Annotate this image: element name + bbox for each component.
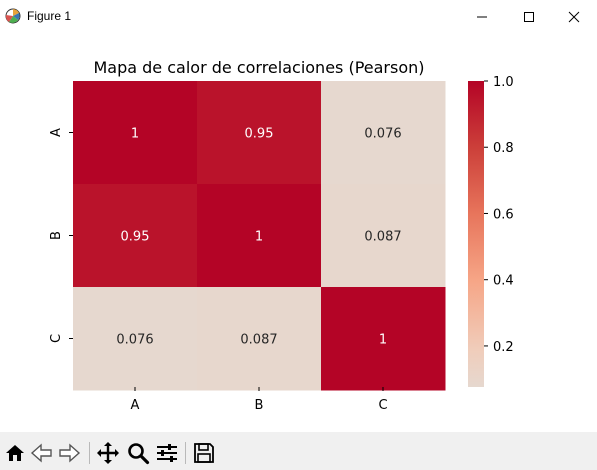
heatmap-cell <box>197 287 322 391</box>
maximize-button[interactable] <box>506 0 552 33</box>
window-title: Figure 1 <box>27 9 72 23</box>
x-tick-label: C <box>378 398 387 413</box>
y-tick-label: A <box>49 128 64 137</box>
configure-subplots-icon <box>157 444 177 462</box>
colorbar-tick-label: 0.2 <box>493 340 514 355</box>
cell-label: 0.95 <box>245 127 274 142</box>
pan-icon <box>97 442 119 464</box>
heatmap-cell <box>321 184 446 288</box>
configure-subplots-button[interactable] <box>154 441 180 465</box>
pan-button[interactable] <box>95 441 121 465</box>
x-tick-label: B <box>255 398 264 413</box>
colorbar-gradient <box>468 81 484 387</box>
zoom-icon <box>128 443 150 465</box>
cell-label: 1 <box>131 127 139 142</box>
save-icon <box>194 443 214 463</box>
forward-button[interactable] <box>56 441 82 465</box>
zoom-button[interactable] <box>125 441 151 465</box>
minimize-button[interactable] <box>459 0 505 33</box>
x-tick-label: A <box>131 398 140 413</box>
minimize-icon <box>477 16 487 17</box>
home-button[interactable] <box>2 441 28 465</box>
colorbar-tick-label: 0.8 <box>493 141 514 156</box>
heatmap-cell <box>321 287 446 391</box>
navigation-toolbar <box>0 432 597 470</box>
heatmap-cell <box>73 81 198 185</box>
save-button[interactable] <box>191 441 217 465</box>
home-icon <box>6 445 24 461</box>
cell-label: 0.087 <box>364 230 401 245</box>
close-icon <box>568 11 580 22</box>
cell-label: 0.076 <box>364 127 401 142</box>
y-tick-label: B <box>49 231 64 240</box>
cell-label: 0.087 <box>240 333 277 348</box>
cell-label: 0.076 <box>116 333 153 348</box>
colorbar-tick-label: 0.4 <box>493 274 514 289</box>
y-tick-label: C <box>49 334 64 343</box>
chart-title: Mapa de calor de correlaciones (Pearson) <box>93 58 424 77</box>
close-button[interactable] <box>551 0 597 33</box>
back-button[interactable] <box>29 441 55 465</box>
forward-icon <box>59 443 81 463</box>
heatmap-cell <box>73 184 198 288</box>
heatmap-axes: A B C A B C <box>49 128 388 413</box>
colorbar: 1.0 0.8 0.6 0.4 0.2 <box>468 75 514 387</box>
heatmap-cell <box>321 81 446 185</box>
window-titlebar: Figure 1 <box>0 0 597 34</box>
matplotlib-icon <box>4 7 22 25</box>
cell-label: 1 <box>379 333 387 348</box>
colorbar-tick-label: 1.0 <box>493 75 514 90</box>
figure-canvas[interactable]: Mapa de calor de correlaciones (Pearson)… <box>0 33 597 432</box>
back-icon <box>30 443 52 463</box>
heatmap-cell <box>197 184 322 288</box>
toolbar-separator <box>185 442 186 464</box>
cell-label: 1 <box>255 230 263 245</box>
colorbar-tick-label: 0.6 <box>493 207 514 222</box>
toolbar-separator <box>89 442 90 464</box>
heatmap-cell <box>73 287 198 391</box>
maximize-icon <box>524 11 534 22</box>
heatmap-cells: 1 0.95 0.076 0.95 1 0.087 0.076 0.087 1 <box>73 81 446 391</box>
heatmap-chart: Mapa de calor de correlaciones (Pearson)… <box>49 58 514 413</box>
cell-label: 0.95 <box>121 230 150 245</box>
heatmap-cell <box>197 81 322 185</box>
